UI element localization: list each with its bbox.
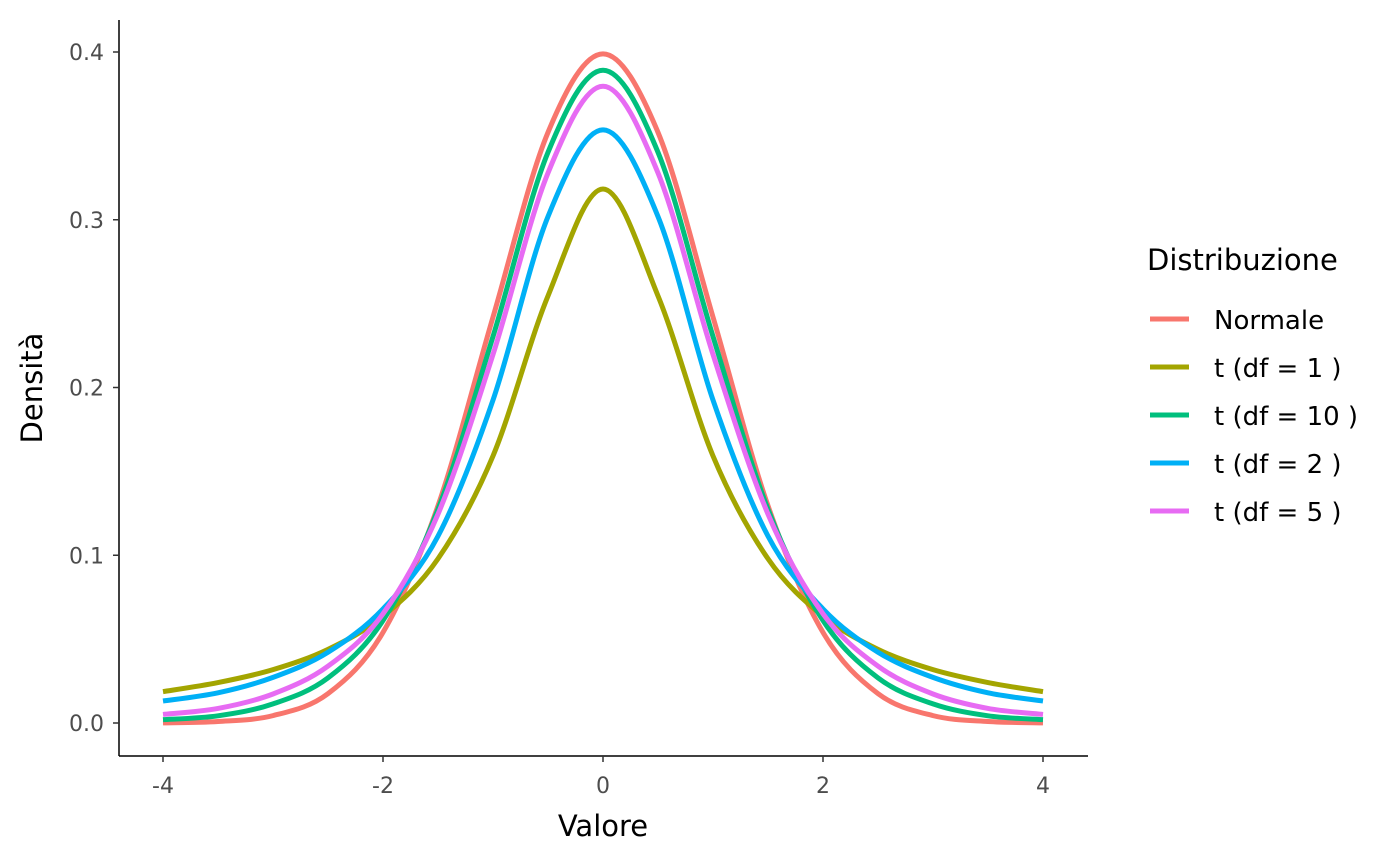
y-tick-label: 0.0 [69,712,104,737]
x-tick-label: -4 [152,774,174,799]
x-tick-label: 4 [1036,774,1050,799]
series-line-4 [162,83,1044,717]
series-line-3 [162,127,1044,704]
legend-label: Normale [1214,306,1324,336]
legend-label: t (df = 10 ) [1214,402,1358,432]
x-axis-ticks: -4 -2 0 2 4 [152,756,1050,799]
x-tick-label: 2 [816,774,830,799]
y-axis-ticks: 0.0 0.1 0.2 0.3 0.4 [69,41,119,737]
legend-item: t (df = 2 ) [1150,450,1342,480]
x-tick-label: -2 [372,774,394,799]
legend: Distribuzione Normale t (df = 1 ) t (df = … [1147,243,1358,528]
legend-item: t (df = 1 ) [1150,354,1342,384]
series-line-2 [162,67,1044,723]
y-axis-title: Densità [15,333,49,444]
series-line-0 [162,51,1044,726]
x-tick-label: 0 [596,774,610,799]
legend-item: t (df = 5 ) [1150,498,1342,528]
x-axis-title: Valore [558,809,648,843]
y-tick-label: 0.1 [69,544,104,569]
plot-area [162,51,1044,726]
y-tick-label: 0.2 [69,377,104,402]
legend-item: Normale [1150,306,1324,336]
legend-items: Normale t (df = 1 ) t (df = 10 ) t (df = 2 … [1150,306,1358,528]
legend-title: Distribuzione [1147,243,1338,277]
y-tick-label: 0.3 [69,209,104,234]
legend-label: t (df = 2 ) [1214,450,1342,480]
series-line-1 [162,186,1044,695]
y-tick-label: 0.4 [69,41,104,66]
legend-label: t (df = 5 ) [1214,498,1342,528]
legend-item: t (df = 10 ) [1150,402,1358,432]
legend-label: t (df = 1 ) [1214,354,1342,384]
